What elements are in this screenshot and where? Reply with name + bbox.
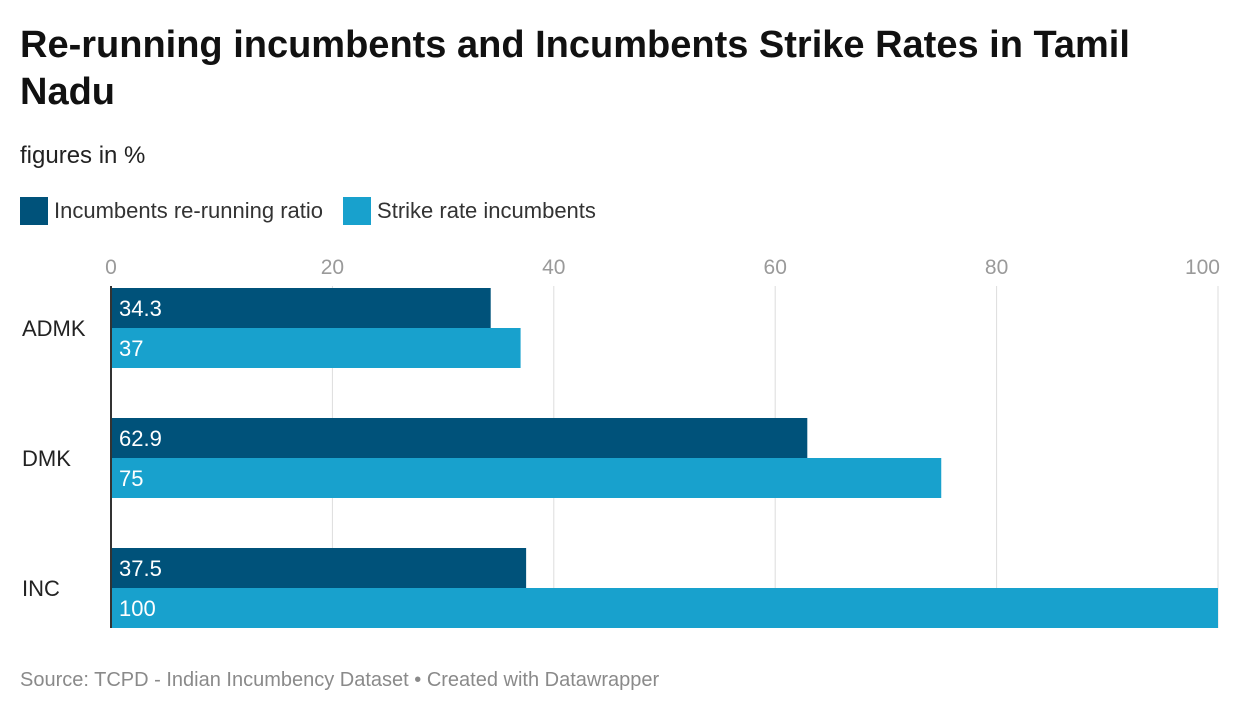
legend-label-series-1: Incumbents re-running ratio [54,198,324,223]
legend-item-series-2: Strike rate incumbents [343,197,596,225]
legend-item-series-1: Incumbents re-running ratio [20,197,323,225]
bar-admk-series-1 [111,288,491,328]
bar-label-inc-series-2: 100 [119,596,156,621]
source-note: Source: TCPD - Indian Incumbency Dataset… [20,669,660,691]
legend-label-series-2: Strike rate incumbents [377,198,596,223]
bar-admk-series-2 [111,328,521,368]
x-tick-label-0: 0 [105,256,117,279]
bar-dmk-series-2 [111,458,942,498]
bar-label-admk-series-2: 37 [119,336,143,361]
x-tick-label-60: 60 [764,256,787,279]
bar-label-inc-series-1: 37.5 [119,556,162,581]
x-tick-label-40: 40 [542,256,565,279]
category-label-inc: INC [22,576,60,601]
category-label-dmk: DMK [22,446,71,471]
chart-title: Re-running incumbents and Incumbents Str… [20,24,1130,113]
bar-label-dmk-series-1: 62.9 [119,426,162,451]
legend-swatch-series-1 [20,197,48,225]
bar-label-dmk-series-2: 75 [119,466,143,491]
bar-inc-series-1 [111,548,527,588]
bar-dmk-series-1 [111,418,808,458]
x-tick-label-80: 80 [985,256,1008,279]
bar-inc-series-2 [111,588,1218,628]
x-tick-label-100: 100 [1185,256,1220,279]
legend-swatch-series-2 [343,197,372,225]
chart-subtitle: figures in % [20,142,146,169]
category-label-admk: ADMK [22,316,86,341]
bar-label-admk-series-1: 34.3 [119,296,162,321]
legend: Incumbents re-running ratio Strike rate … [20,197,616,225]
x-tick-label-20: 20 [321,256,344,279]
